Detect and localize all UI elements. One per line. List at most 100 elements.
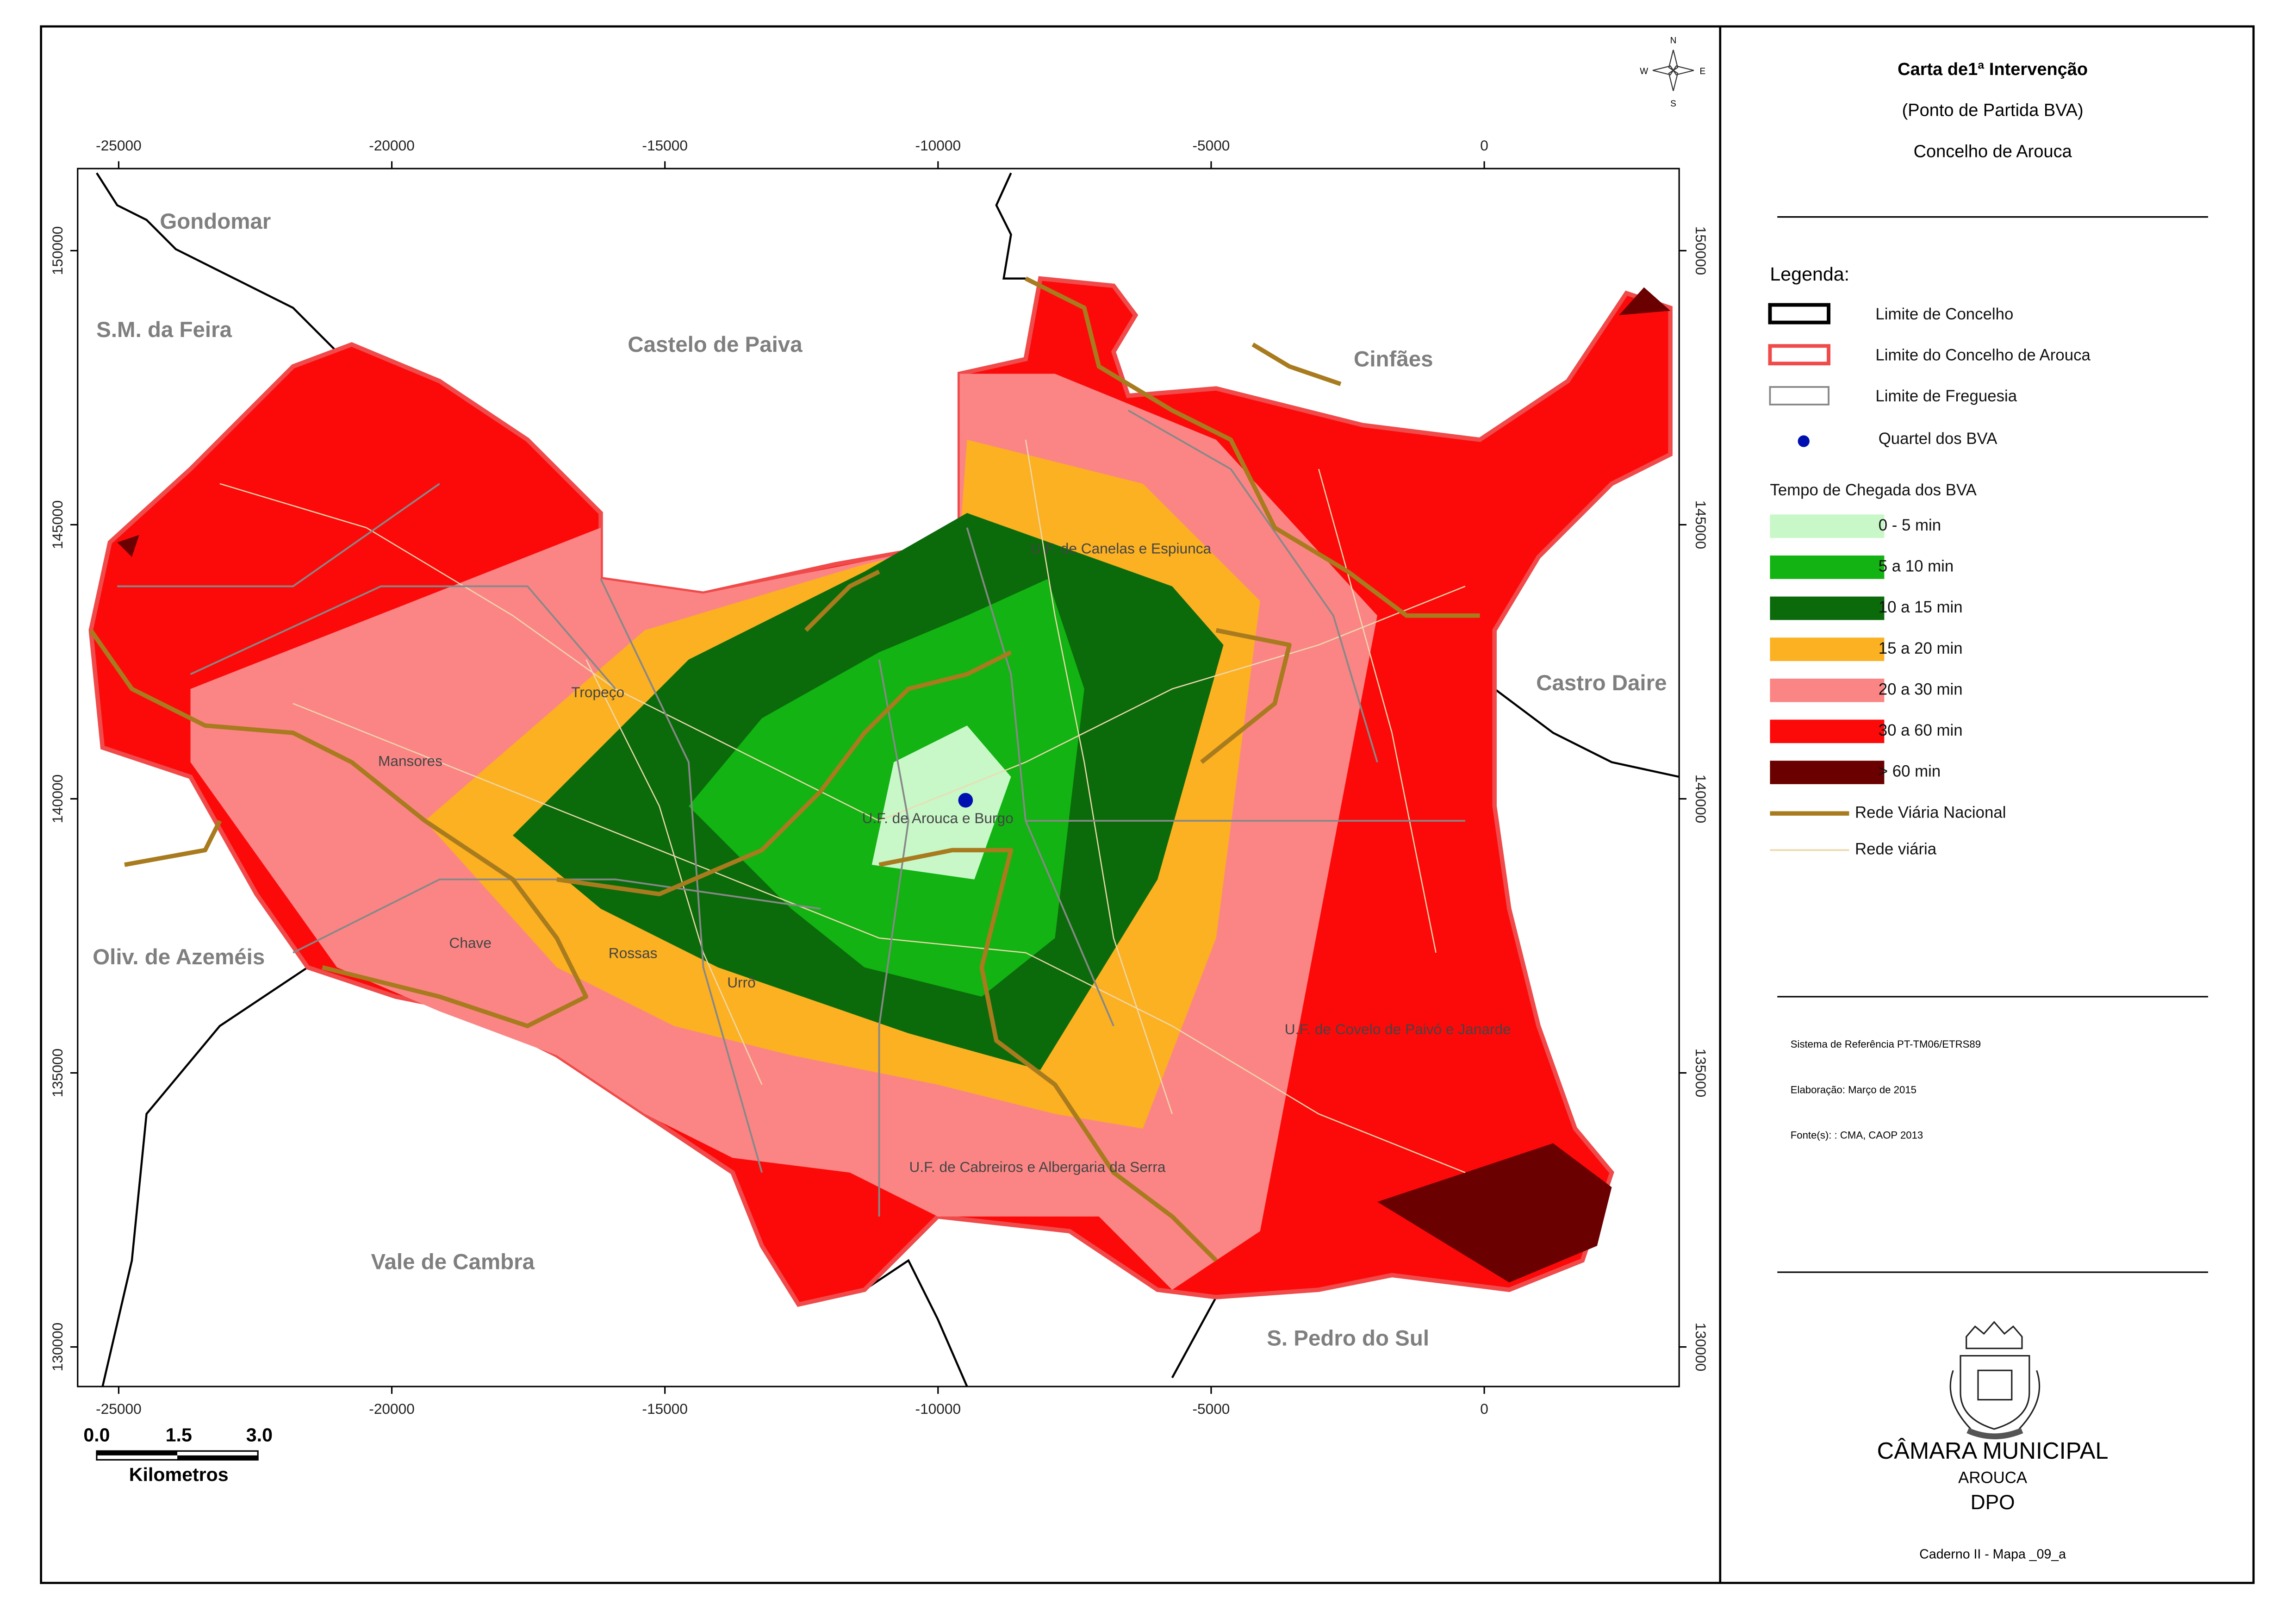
x-tick-label: 0: [1480, 1400, 1488, 1417]
neighbour-label: S.M. da Feira: [96, 318, 232, 342]
y-tick-label: 145000: [1692, 500, 1709, 550]
parish-boundaries: [117, 409, 1465, 1217]
info-text: Fonte(s): : CMA, CAOP 2013: [1791, 1130, 1923, 1141]
neighbour-label: Vale de Cambra: [371, 1250, 535, 1274]
scale-unit: Kilometros: [129, 1464, 229, 1485]
compass-letter: S: [1670, 99, 1676, 109]
national-road: [1025, 276, 1480, 764]
legend-subtitle: Tempo de Chegada dos BVA: [1770, 481, 1977, 499]
national-road: [556, 569, 1012, 897]
x-tick-label: -15000: [642, 137, 688, 154]
neighbour-boundary: [96, 172, 338, 353]
legend-label: Limite de Concelho: [1875, 305, 2013, 323]
parish-label: U.F. de Canelas e Espiunca: [1031, 540, 1212, 557]
legend-label: Rede Viária Nacional: [1855, 803, 2006, 821]
y-tick-label: 130000: [1692, 1323, 1709, 1372]
neighbour-label: Gondomar: [160, 209, 271, 234]
place: Concelho de Arouca: [1914, 142, 2072, 161]
legend-swatch: [1770, 637, 1885, 661]
legend-label: 0 - 5 min: [1879, 516, 1941, 534]
y-tick-label: 145000: [49, 500, 66, 550]
x-tick-label: 0: [1480, 137, 1488, 154]
y-tick-label: 150000: [49, 226, 66, 275]
neighbour-boundary: [1493, 688, 1680, 778]
zone-over-60: [117, 535, 139, 557]
national-road: [878, 848, 1218, 1262]
parish-label: Urrô: [727, 974, 756, 991]
legend-label: Limite do Concelho de Arouca: [1875, 346, 2091, 364]
legend-swatch: [1770, 596, 1885, 620]
parish-label: U.F. de Covelo de Paivó e Janarde: [1285, 1021, 1511, 1037]
legend-label: 20 a 30 min: [1879, 680, 1963, 698]
legend-swatch: [1798, 435, 1810, 447]
scale-segment: [177, 1455, 258, 1460]
scale-segment: [96, 1451, 178, 1455]
organisation: CÂMARA MUNICIPAL: [1877, 1437, 2109, 1464]
legend-title: Legenda:: [1770, 263, 1849, 285]
legend-label: 10 a 15 min: [1879, 598, 1963, 616]
parish-label: U.F. de Arouca e Burgo: [862, 810, 1014, 826]
y-tick-label: 140000: [49, 775, 66, 824]
compass-letter: N: [1670, 36, 1677, 46]
compass-letter: W: [1640, 67, 1648, 76]
neighbour-boundary: [864, 1259, 968, 1387]
legend-swatch: [1768, 303, 1831, 325]
parish-label: Rossas: [609, 944, 658, 961]
x-tick-label: -25000: [96, 137, 142, 154]
x-tick-label: -15000: [642, 1400, 688, 1417]
title-block: Carta de1ª Intervenção (Ponto de Partida…: [1777, 60, 2209, 218]
legend-swatch: [1770, 761, 1885, 784]
legend-swatch: [1770, 555, 1885, 579]
department: DPO: [1971, 1491, 2015, 1514]
x-tick-label: -5000: [1192, 1400, 1230, 1417]
legend-label: > 60 min: [1879, 762, 1941, 781]
national-road: [89, 629, 589, 1028]
zone-5-10: [688, 579, 1084, 997]
legend-swatch: [1769, 386, 1829, 406]
legend-label: 30 a 60 min: [1879, 721, 1963, 739]
legend-swatch: [1770, 514, 1885, 538]
x-tick-label: -25000: [96, 1400, 142, 1417]
legend-label: 15 a 20 min: [1879, 639, 1963, 657]
x-tick-label: -20000: [369, 137, 415, 154]
parish-label: U.F. de Cabreiros e Albergaria da Serra: [909, 1159, 1165, 1175]
y-tick-label: 135000: [49, 1049, 66, 1098]
sheet-number: Caderno II - Mapa _09_a: [1919, 1547, 2066, 1562]
parish-label: Tropeço: [571, 684, 624, 700]
neighbour-label: Cinfães: [1354, 347, 1433, 371]
parish-label: Chave: [449, 934, 492, 951]
compass-letter: E: [1699, 67, 1705, 76]
legend-label: 5 a 10 min: [1879, 557, 1954, 575]
y-tick-label: 135000: [1692, 1049, 1709, 1098]
x-tick-label: -5000: [1192, 137, 1230, 154]
info-block: Sistema de Referência PT-TM06/ETRS89 Ela…: [1777, 996, 2209, 1273]
map-border: [77, 168, 1680, 1387]
scale-label: 0.0: [83, 1424, 110, 1446]
legend-swatch: [1770, 678, 1885, 702]
y-tick-label: 140000: [1692, 775, 1709, 824]
town: AROUCA: [1958, 1469, 2028, 1487]
zone-over-60: [1377, 1143, 1612, 1283]
scale-bar: 0.0 1.5 3.0 Kilometros: [83, 1424, 273, 1485]
compass: N E S W: [1640, 36, 1705, 109]
coat-of-arms: [1949, 1321, 2041, 1440]
scale-label: 3.0: [246, 1424, 273, 1446]
subtitle: (Ponto de Partida BVA): [1902, 101, 2084, 120]
neighbour-label: Oliv. de Azeméis: [93, 945, 265, 969]
scale-label: 1.5: [166, 1424, 192, 1446]
neighbour-label: S. Pedro do Sul: [1267, 1326, 1429, 1350]
legend-label: Quartel dos BVA: [1879, 430, 1997, 448]
neighbour-boundary: [1171, 1296, 1217, 1379]
legend-swatch: [1768, 344, 1831, 366]
legend-swatch: [1770, 719, 1885, 743]
national-road: [124, 342, 1342, 867]
parish-label: Mansores: [378, 753, 442, 769]
fire-station: [958, 793, 973, 808]
neighbour-label: Castelo de Paiva: [628, 332, 803, 357]
x-tick-label: -10000: [915, 137, 961, 154]
legend-label: Rede viária: [1855, 840, 1937, 858]
info-text: Elaboração: Março de 2015: [1791, 1084, 1916, 1095]
x-tick-label: -20000: [369, 1400, 415, 1417]
